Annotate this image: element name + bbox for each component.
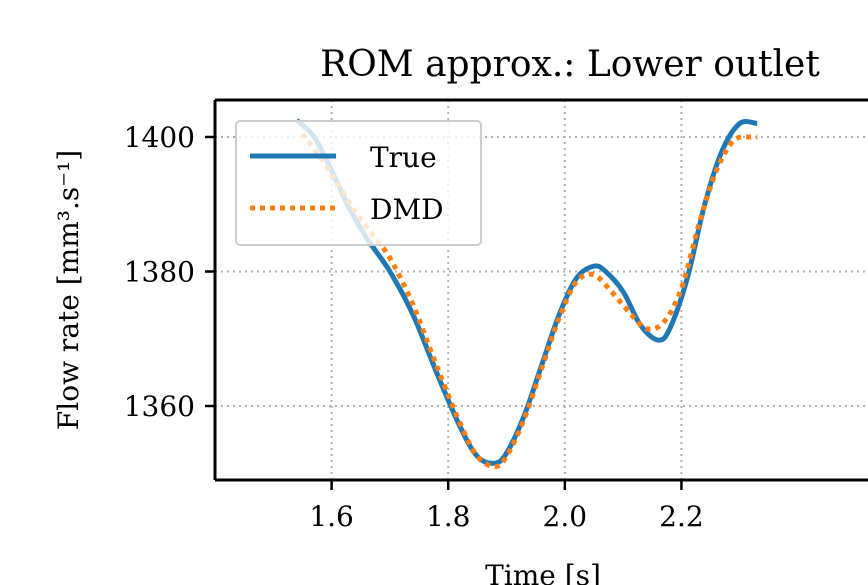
axes-frame: [213, 98, 868, 482]
x-tick-label: 2.2: [659, 500, 704, 533]
legend: True DMD: [235, 120, 482, 246]
y-axis-label: Flow rate [mm³.s⁻¹]: [52, 150, 85, 430]
y-tick-label: 1400: [124, 121, 195, 154]
chart-title: ROM approx.: Lower outlet: [320, 44, 820, 85]
y-tick-label: 1380: [124, 256, 195, 289]
x-tick-label: 2.0: [543, 500, 588, 533]
legend-label-dmd: DMD: [370, 193, 444, 226]
x-tick-label: 1.6: [309, 500, 354, 533]
legend-box: [235, 120, 482, 246]
x-tick-label: 1.8: [426, 500, 471, 533]
ticks: 1.6 1.8 2.0 2.2 1360 1380 1400: [124, 121, 704, 533]
y-tick-label: 1360: [124, 390, 195, 423]
legend-label-true: True: [370, 141, 437, 174]
x-axis-label: Time [s]: [485, 559, 601, 585]
